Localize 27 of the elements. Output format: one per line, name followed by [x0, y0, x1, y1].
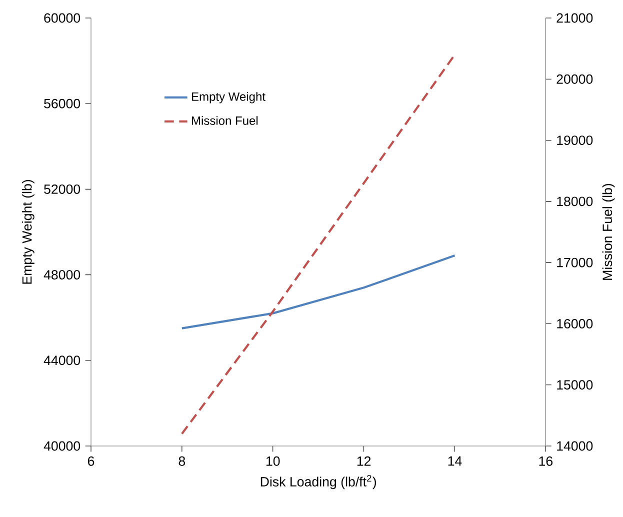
y-tick-label: 48000	[44, 270, 80, 280]
y2-tick-label: 20000	[556, 74, 593, 84]
x-tick-label: 14	[448, 456, 462, 466]
x-tick-label: 16	[539, 456, 553, 466]
y2-tick-label: 15000	[557, 380, 593, 390]
x-axis-title: Disk Loading (lb/ft$^{2}$)	[260, 475, 376, 490]
y2-tick-label: 18000	[557, 196, 593, 206]
y2-tick-label: 19000	[557, 136, 593, 146]
y2-tick-label: 21000	[556, 13, 593, 23]
y-tick-label: 60000	[44, 13, 80, 23]
y2-tick-label: 17000	[557, 258, 593, 268]
line-series	[180, 54, 456, 435]
y-tick-label: 40000	[44, 441, 80, 451]
y-tick-label: 44000	[44, 356, 80, 366]
x-tick-label: 12	[357, 456, 371, 466]
y-tick-label: 52000	[44, 184, 80, 194]
y-axis-title: Empty Weight (lb)	[22, 180, 34, 284]
y2-tick-label: 16000	[557, 319, 593, 328]
x-tick-label: 10	[266, 456, 280, 466]
y2-axis-title: Mission Fuel (lb)	[602, 184, 615, 280]
x-tick-label: 8	[178, 456, 186, 466]
legend-label: Empty Weight	[192, 92, 266, 104]
y-tick-label: 56000	[44, 98, 80, 108]
legend-label: Mission Fuel	[192, 116, 258, 125]
x-tick-label: 6	[88, 456, 94, 466]
y2-tick-label: 14000	[557, 441, 593, 451]
line-series	[180, 254, 456, 330]
